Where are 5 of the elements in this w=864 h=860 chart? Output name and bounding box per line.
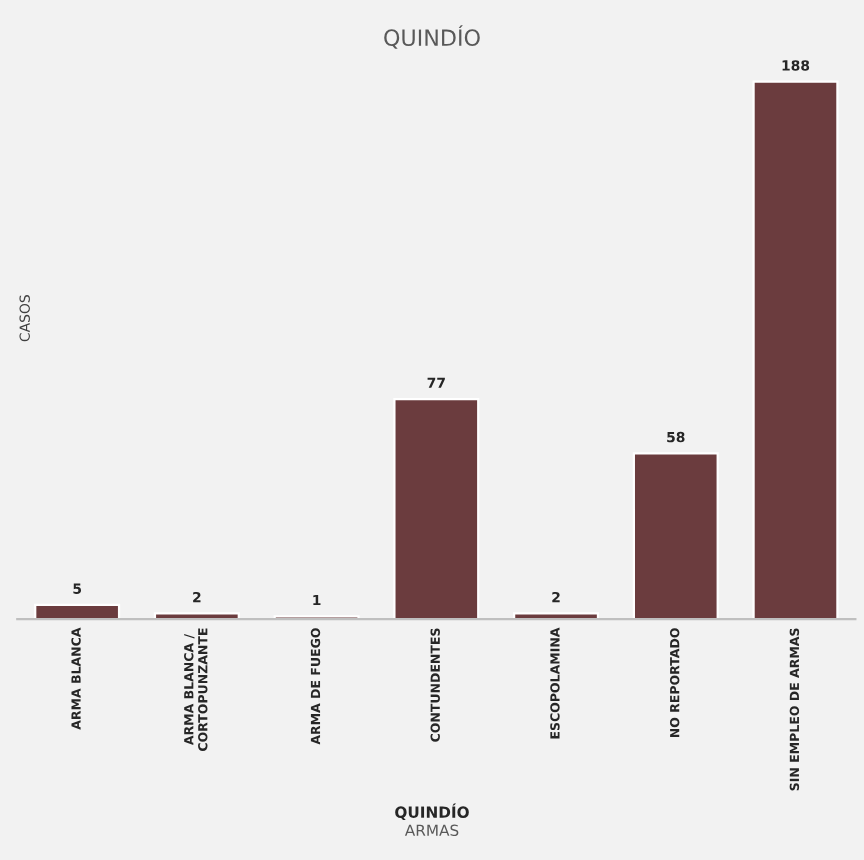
bar — [752, 80, 839, 620]
bar — [34, 603, 121, 620]
bar — [393, 397, 480, 620]
chart-title: QUINDÍO — [384, 25, 480, 49]
bar — [632, 452, 719, 620]
